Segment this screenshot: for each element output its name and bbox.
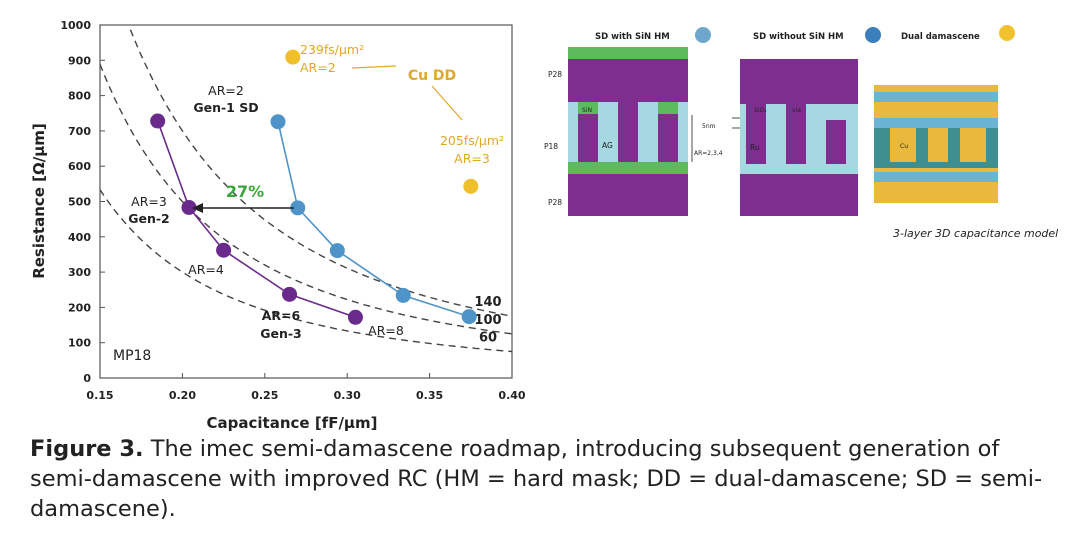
y-axis-title: Resistance [Ω/μm] (30, 123, 48, 279)
rc-curve (127, 25, 512, 317)
data-point (270, 114, 286, 130)
cudd-b-value: 205fs/μm² (440, 133, 504, 148)
data-point (461, 309, 477, 325)
caption-label: Figure 3. (30, 436, 144, 462)
data-point (150, 113, 166, 129)
y-tick-label: 0 (83, 372, 91, 385)
label-sin: SiN (582, 107, 592, 114)
data-point (329, 243, 345, 259)
layer-p28-bottom: P28 (548, 198, 562, 207)
rc-curve-label: 100 (474, 313, 501, 328)
legend-sd-hm-dot (695, 27, 711, 43)
arrow-head (192, 203, 203, 213)
cudd-a-ar: AR=2 (300, 60, 336, 75)
x-tick-label: 0.30 (334, 389, 361, 402)
legend-sd-nohm-label: SD without SiN HM (753, 32, 844, 42)
gen2-ar-label: AR=3 (131, 194, 167, 209)
y-tick-label: 200 (68, 301, 91, 314)
label-5nm: 5nm (702, 123, 716, 130)
figure-caption: Figure 3. The imec semi-damascene roadma… (30, 434, 1060, 524)
gen2-name-label: Gen-2 (128, 211, 170, 226)
label-ar-range: AR=2,3,4 (694, 150, 723, 157)
model-caption: 3-layer 3D capacitance model (893, 227, 1058, 240)
sd-with-hm-panel: SiN AG (568, 47, 688, 216)
y-tick-label: 600 (68, 160, 91, 173)
x-tick-label: 0.25 (251, 389, 278, 402)
cross-section-diagram: SD with SiN HM SD without SiN HM Dual da… (544, 25, 1058, 240)
data-point (216, 242, 232, 258)
y-tick-label: 100 (68, 337, 91, 350)
rc-curve (100, 189, 512, 353)
cudd-b-ar: AR=3 (454, 151, 490, 166)
rc-curve-label: 140 (474, 295, 501, 310)
label-sio2: SiO₂ (754, 107, 767, 114)
cudd-a-value: 239fs/μm² (300, 42, 364, 57)
plot-frame (99, 24, 513, 379)
x-tick-label: 0.40 (498, 389, 525, 402)
x-tick-label: 0.35 (416, 389, 443, 402)
ar4-label: AR=4 (188, 262, 224, 277)
x-axis-title: Capacitance [fF/μm] (207, 414, 378, 432)
x-tick-label: 0.20 (169, 389, 196, 402)
legend-sd-hm-label: SD with SiN HM (595, 32, 670, 42)
legend-dd-label: Dual damascene (901, 32, 980, 42)
y-tick-label: 500 (68, 196, 91, 209)
y-tick-label: 1000 (60, 19, 91, 32)
data-point (395, 287, 411, 303)
sd-without-hm-panel: SiO₂ via Ru (740, 59, 858, 216)
label-cu: Cu (900, 143, 908, 150)
series-points (150, 49, 479, 325)
cudd-label: Cu DD (408, 68, 456, 84)
dual-damascene-panel: Cu (874, 85, 998, 203)
rc-chart: 0.15 0.20 0.25 0.30 0.35 0.40 0 100 200 300 400 500… (30, 19, 526, 432)
y-tick-label: 800 (68, 90, 91, 103)
gen3-ar-label: AR=6 (262, 308, 301, 323)
label-ru: Ru (750, 143, 760, 152)
gen3-name-label: Gen-3 (260, 326, 302, 341)
y-tick-label: 900 (68, 54, 91, 67)
data-point (181, 200, 197, 216)
label-via: via (792, 107, 801, 114)
gen1-name-label: Gen-1 SD (193, 100, 258, 115)
data-point (282, 286, 298, 302)
data-point (347, 309, 363, 325)
gen1-ar-label: AR=2 (208, 83, 244, 98)
data-point (463, 178, 479, 194)
layer-p28-top: P28 (548, 70, 562, 79)
legend-dd-dot (999, 25, 1015, 41)
caption-text: The imec semi-damascene roadmap, introdu… (30, 436, 1043, 522)
legend-sd-nohm-dot (865, 27, 881, 43)
cudd-leader-left (351, 65, 397, 69)
y-tick-label: 300 (68, 266, 91, 279)
ar8-label: AR=8 (368, 323, 404, 338)
panel-label: MP18 (113, 348, 151, 364)
layer-p18: P18 (544, 142, 558, 151)
rc-curve-label: 60 (479, 331, 497, 346)
improvement-label: 27% (226, 182, 264, 201)
axis-ticks: 0.15 0.20 0.25 0.30 0.35 0.40 0 100 200 300 400 500… (60, 19, 526, 402)
label-ag: AG (602, 141, 613, 150)
y-tick-label: 700 (68, 125, 91, 138)
data-point (285, 49, 301, 65)
cudd-leader-right (431, 85, 463, 121)
rc-curves: 140 100 60 (100, 25, 512, 353)
x-tick-label: 0.15 (86, 389, 113, 402)
y-tick-label: 400 (68, 231, 91, 244)
data-point (290, 200, 306, 216)
